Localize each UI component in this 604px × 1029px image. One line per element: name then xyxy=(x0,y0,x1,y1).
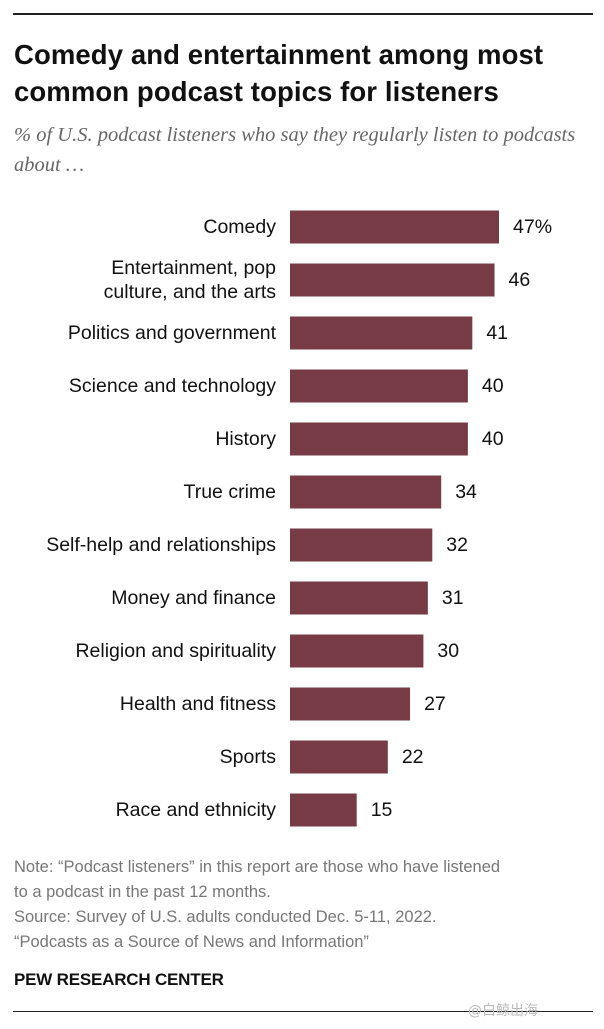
chart-subtitle: % of U.S. podcast listeners who say they… xyxy=(14,124,576,176)
value-label-7: 31 xyxy=(442,587,464,609)
category-label-11: Race and ethnicity xyxy=(116,799,277,821)
value-label-5: 34 xyxy=(455,481,477,503)
category-label-9: Health and fitness xyxy=(120,693,276,715)
bar-11 xyxy=(290,793,357,827)
value-label-1: 46 xyxy=(509,269,531,291)
watermark: @白鲸出海 xyxy=(468,1003,538,1019)
value-label-9: 27 xyxy=(424,693,446,715)
bar-4 xyxy=(290,422,468,456)
category-label-6: Self-help and relationships xyxy=(46,534,276,556)
value-label-8: 30 xyxy=(437,640,459,662)
chart-title: Comedy and entertainment among most comm… xyxy=(14,39,544,107)
bar-9 xyxy=(290,687,411,721)
value-label-6: 32 xyxy=(446,534,468,556)
brand-logo-text: PEW RESEARCH CENTER xyxy=(14,970,224,989)
note-line-2: to a podcast in the past 12 months. xyxy=(14,883,271,901)
value-label-3: 40 xyxy=(482,375,504,397)
footnote: Note: “Podcast listeners” in this report… xyxy=(14,855,594,955)
note-line-1: Note: “Podcast listeners” in this report… xyxy=(14,858,501,876)
value-label-10: 22 xyxy=(402,746,424,768)
category-label-10: Sports xyxy=(220,746,277,768)
category-label-3: Science and technology xyxy=(69,375,276,397)
bottom-rule xyxy=(13,1011,593,1012)
category-label-4: History xyxy=(215,428,276,450)
source-line-2: “Podcasts as a Source of News and Inform… xyxy=(14,933,369,951)
bar-1 xyxy=(290,263,495,297)
bar-chart: Comedy 47% Entertainment, pop culture, and … xyxy=(46,210,552,827)
category-label-7: Money and finance xyxy=(111,587,276,609)
source-line-1: Source: Survey of U.S. adults conducted … xyxy=(14,908,437,926)
category-label-1: Entertainment, pop culture, and the arts xyxy=(104,257,277,303)
bar-2 xyxy=(290,316,473,350)
bar-0 xyxy=(290,210,499,244)
top-rule xyxy=(13,13,593,15)
category-label-2: Politics and government xyxy=(68,322,277,344)
bar-3 xyxy=(290,369,468,403)
category-label-8: Religion and spirituality xyxy=(75,640,276,662)
category-label-5: True crime xyxy=(184,481,276,503)
bar-6 xyxy=(290,528,433,562)
bar-10 xyxy=(290,740,388,774)
bar-7 xyxy=(290,581,428,615)
value-label-4: 40 xyxy=(482,428,504,450)
value-label-11: 15 xyxy=(371,799,393,821)
value-label-2: 41 xyxy=(486,322,508,344)
category-label-0: Comedy xyxy=(203,216,276,238)
bar-5 xyxy=(290,475,442,509)
value-label-0: 47% xyxy=(513,216,552,238)
bar-8 xyxy=(290,634,424,668)
